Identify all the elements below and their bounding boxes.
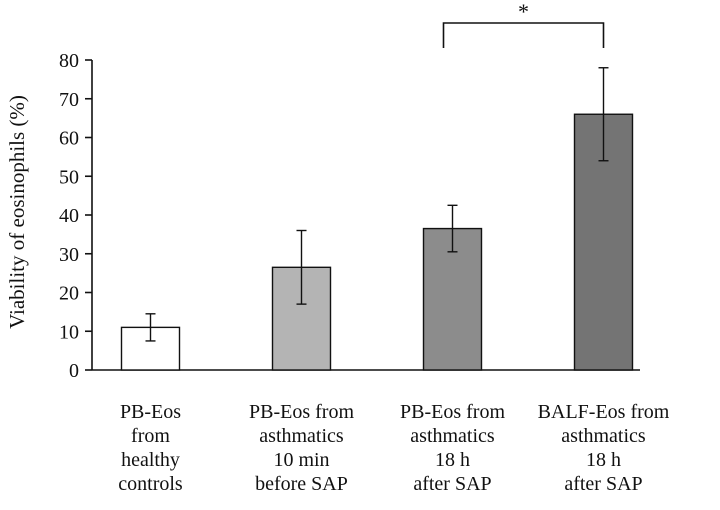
category-label: PB-Eos from asthmatics 18 h after SAP [400,401,505,495]
category-label-line: BALF-Eos from [538,401,670,423]
y-tick-label: 80 [59,50,79,72]
category-label-line: before SAP [255,473,348,495]
category-label-line: PB-Eos from [249,401,354,423]
category-label: PB-Eos from healthy controls [118,401,183,495]
category-label-line: after SAP [564,473,642,495]
y-axis: 0 10 20 30 40 50 60 70 80 [59,50,640,382]
bars [120,113,634,371]
y-tick-label: 20 [59,283,79,305]
category-label: BALF-Eos from asthmatics 18 h after SAP [538,401,670,495]
category-label-line: 18 h [435,449,470,471]
category-label-line: healthy [121,449,180,471]
bracket-line [442,22,605,48]
category-label-line: PB-Eos [120,401,181,423]
y-tick-label: 70 [59,89,79,111]
error-bars [145,67,609,342]
y-tick-label: 0 [69,360,79,382]
category-label-line: 18 h [586,449,621,471]
category-label-line: PB-Eos from [400,401,505,423]
category-label: PB-Eos from asthmatics 10 min before SAP [249,401,354,495]
y-tick-label: 30 [59,244,79,266]
significance-star: * [518,0,529,24]
category-label-line: after SAP [413,473,491,495]
category-label-line: asthmatics [410,425,495,447]
category-label-line: asthmatics [561,425,646,447]
category-label-line: asthmatics [259,425,344,447]
significance-bracket: * [442,0,605,48]
y-tick-label: 10 [59,321,79,343]
category-label-line: 10 min [273,449,329,471]
category-label-line: from [131,425,170,447]
bar [120,326,181,371]
y-tick-label: 40 [59,205,79,227]
y-tick-label: 60 [59,128,79,150]
category-label-line: controls [118,473,183,495]
y-tick-label: 50 [59,166,79,188]
y-axis-title: Viability of eosinophils (%) [5,95,29,329]
